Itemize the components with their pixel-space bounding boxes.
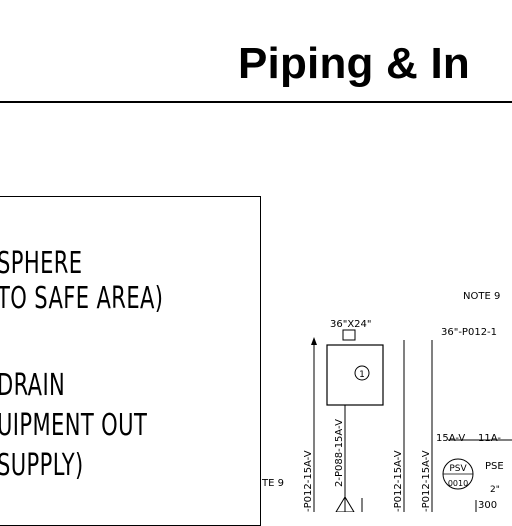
note-9-top-label: NOTE 9 bbox=[463, 291, 500, 302]
line-36-label: 36"-P012-1 bbox=[441, 327, 497, 338]
note-line: TO SAFE AREA) bbox=[0, 281, 164, 316]
vessel-tag-circle bbox=[354, 365, 370, 381]
valve-symbol bbox=[335, 496, 355, 512]
set-300-label: 300 bbox=[478, 500, 497, 511]
psv-label: PSV bbox=[449, 464, 467, 474]
note-line: SUPPLY) bbox=[0, 448, 84, 483]
size-2-label: 2" bbox=[490, 485, 500, 495]
pse-label: PSE bbox=[485, 461, 504, 472]
pid-drawing: 1 PSV 0010 NOTE 9 36"X24" 36"-P012-1 TE … bbox=[261, 291, 512, 512]
note-line: UIPMENT OUT bbox=[0, 408, 148, 443]
vessel-size-label: 36"X24" bbox=[330, 319, 372, 330]
vessel-box bbox=[326, 344, 384, 406]
line-vertical-label: -P012-15A-V bbox=[393, 450, 404, 512]
flow-arrow bbox=[311, 337, 317, 345]
line-vertical-label: -P012-15A-V bbox=[303, 450, 314, 512]
title-divider bbox=[0, 101, 512, 103]
page-title: Piping & In bbox=[238, 39, 470, 88]
psv-number: 0010 bbox=[448, 479, 468, 488]
line-vertical-label: -P012-15A-V bbox=[421, 450, 432, 512]
vessel-nozzle-symbol bbox=[342, 329, 356, 341]
spec-15a-label: 15A-V bbox=[436, 433, 465, 444]
note-9-left-label: TE 9 bbox=[261, 478, 284, 489]
note-line: SPHERE bbox=[0, 246, 83, 281]
spec-11a-label: 11A- bbox=[478, 433, 501, 444]
line-vertical-label: 2-P088-15A-V bbox=[334, 419, 345, 487]
notes-panel: SPHERE TO SAFE AREA) DRAIN UIPMENT OUT S… bbox=[0, 196, 261, 526]
note-line: DRAIN bbox=[0, 368, 66, 403]
vessel-tag-label: 1 bbox=[359, 370, 365, 380]
